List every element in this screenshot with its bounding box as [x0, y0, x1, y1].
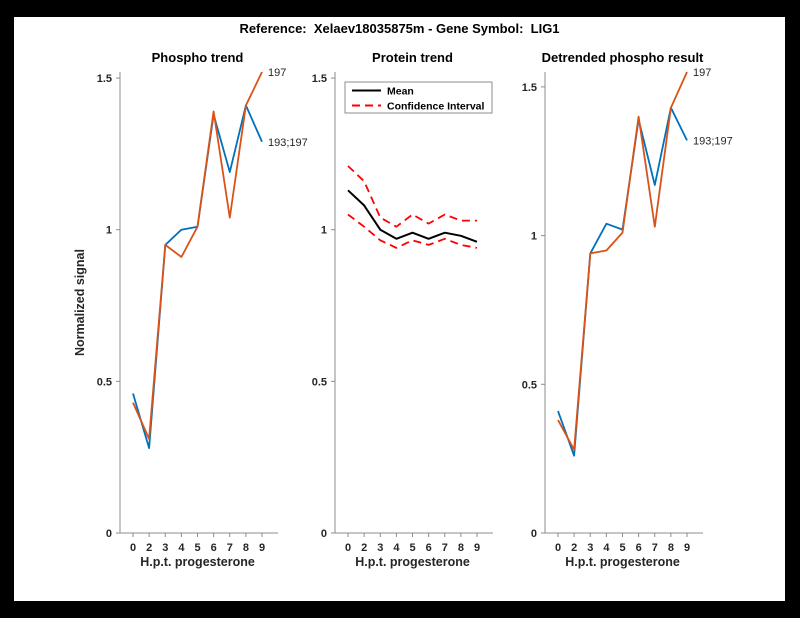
phospho-trend-axes: [119, 72, 278, 534]
detrended-phospho-title: Detrended phospho result: [542, 50, 704, 65]
detrended-phospho-xtick-label: 8: [668, 542, 674, 554]
detrended-phospho-ytick-label: 1: [531, 231, 537, 243]
protein-trend-axes: [334, 72, 493, 534]
phospho-trend-end-label-193-197: 193;197: [268, 137, 308, 149]
protein-trend-series-confidence-interval-lower: [347, 213, 478, 249]
phospho-trend-xtick-label: 7: [227, 542, 233, 554]
detrended-phospho-end-label-197: 197: [693, 67, 711, 79]
protein-trend-xtick-label: 8: [458, 542, 464, 554]
protein-trend-ytick-label: 0.5: [312, 376, 327, 388]
detrended-phospho-xtick-label: 4: [603, 542, 610, 554]
phospho-trend-ytick-label: 0.5: [97, 376, 112, 388]
protein-trend-xtick-label: 3: [377, 542, 383, 554]
phospho-trend-end-label-197: 197: [268, 67, 286, 79]
protein-trend-xlabel: H.p.t. progesterone: [355, 555, 470, 569]
phospho-trend-ylabel: Normalized signal: [73, 249, 87, 356]
phospho-trend-xtick-label: 8: [243, 542, 249, 554]
phospho-trend-xtick-label: 6: [211, 542, 217, 554]
protein-trend-xtick-label: 9: [474, 542, 480, 554]
legend-box: [344, 81, 493, 114]
protein-trend-xtick-label: 7: [442, 542, 448, 554]
detrended-phospho-ytick-label: 0: [531, 528, 537, 540]
protein-trend-xtick-label: 4: [393, 542, 400, 554]
protein-trend-xtick-label: 0: [345, 542, 351, 554]
phospho-trend-xtick-label: 5: [194, 542, 200, 554]
detrended-phospho-ytick-label: 0.5: [522, 379, 537, 391]
phospho-trend-xtick-label: 0: [130, 542, 136, 554]
phospho-trend-series-197: [132, 71, 263, 440]
protein-trend-xtick-label: 5: [409, 542, 415, 554]
phospho-trend-xtick-label: 4: [178, 542, 185, 554]
protein-trend-ytick-label: 1: [321, 225, 327, 237]
detrended-phospho-xlabel: H.p.t. progesterone: [565, 555, 680, 569]
detrended-phospho-end-label-193-197: 193;197: [693, 135, 733, 147]
detrended-phospho-xtick-label: 6: [636, 542, 642, 554]
phospho-trend-xlabel: H.p.t. progesterone: [140, 555, 255, 569]
phospho-trend-ytick-label: 1.5: [97, 73, 112, 85]
detrended-phospho-xtick-label: 9: [684, 542, 690, 554]
protein-trend-series-mean: [347, 189, 478, 243]
detrended-phospho-xtick-label: 0: [555, 542, 561, 554]
figure-title: Reference: Xelaev18035875m - Gene Symbol…: [239, 21, 560, 36]
detrended-phospho-ytick-label: 1.5: [522, 82, 537, 94]
detrended-phospho-axes: [544, 72, 703, 534]
detrended-phospho-xtick-label: 2: [571, 542, 577, 554]
protein-trend-series-confidence-interval-upper: [347, 165, 477, 228]
protein-trend-title: Protein trend: [372, 50, 453, 65]
phospho-trend-title: Phospho trend: [152, 50, 244, 65]
phospho-trend-xtick-label: 9: [259, 542, 265, 554]
legend-label-confidence-interval: Confidence Interval: [387, 101, 485, 113]
phospho-trend-ytick-label: 0: [106, 528, 112, 540]
phospho-trend-xtick-label: 3: [162, 542, 168, 554]
phospho-trend-ytick-label: 1: [106, 225, 112, 237]
protein-trend-ytick-label: 0: [321, 528, 327, 540]
protein-trend-ytick-label: 1.5: [312, 73, 327, 85]
detrended-phospho-xtick-label: 7: [652, 542, 658, 554]
detrended-phospho-xtick-label: 5: [619, 542, 625, 554]
legend-label-mean: Mean: [387, 86, 414, 98]
detrended-phospho-series-197: [557, 71, 688, 451]
protein-trend-xtick-label: 2: [361, 542, 367, 554]
phospho-trend-xtick-label: 2: [146, 542, 152, 554]
protein-trend-xtick-label: 6: [426, 542, 432, 554]
figure-canvas: Reference: Xelaev18035875m - Gene Symbol…: [14, 17, 785, 601]
detrended-phospho-xtick-label: 3: [587, 542, 593, 554]
